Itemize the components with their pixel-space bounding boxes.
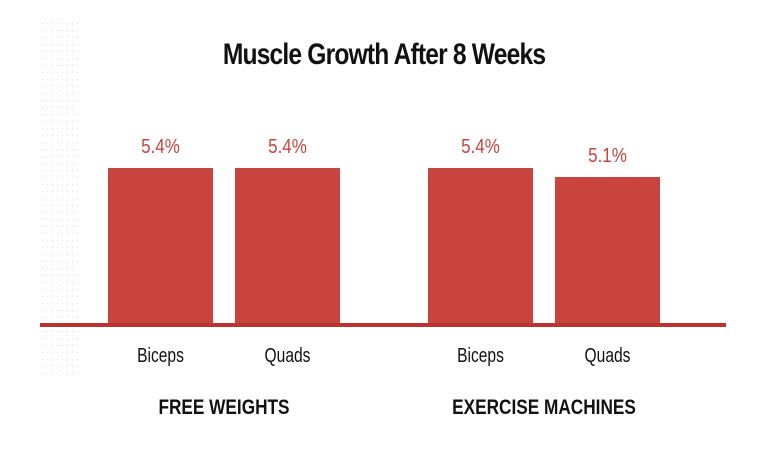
bar-value-label: 5.4%	[268, 136, 307, 158]
bar-quads	[555, 177, 660, 325]
bar-quads	[235, 168, 340, 325]
bar-value-label: 5.4%	[461, 136, 500, 158]
bar-value-label: 5.1%	[588, 145, 627, 167]
background-texture	[40, 20, 80, 380]
category-label: Quads	[264, 345, 311, 367]
bar-value-label: 5.4%	[141, 136, 180, 158]
category-label: Biceps	[137, 345, 184, 367]
bar-biceps	[428, 168, 533, 325]
chart-title: Muscle Growth After 8 Weeks	[222, 38, 546, 71]
bar-biceps	[108, 168, 213, 325]
category-label: Quads	[584, 345, 631, 367]
x-axis-baseline	[40, 323, 726, 327]
category-label: Biceps	[457, 345, 504, 367]
group-label-free-weights: FREE WEIGHTS	[158, 396, 290, 419]
group-label-exercise-machines: EXERCISE MACHINES	[452, 396, 636, 419]
